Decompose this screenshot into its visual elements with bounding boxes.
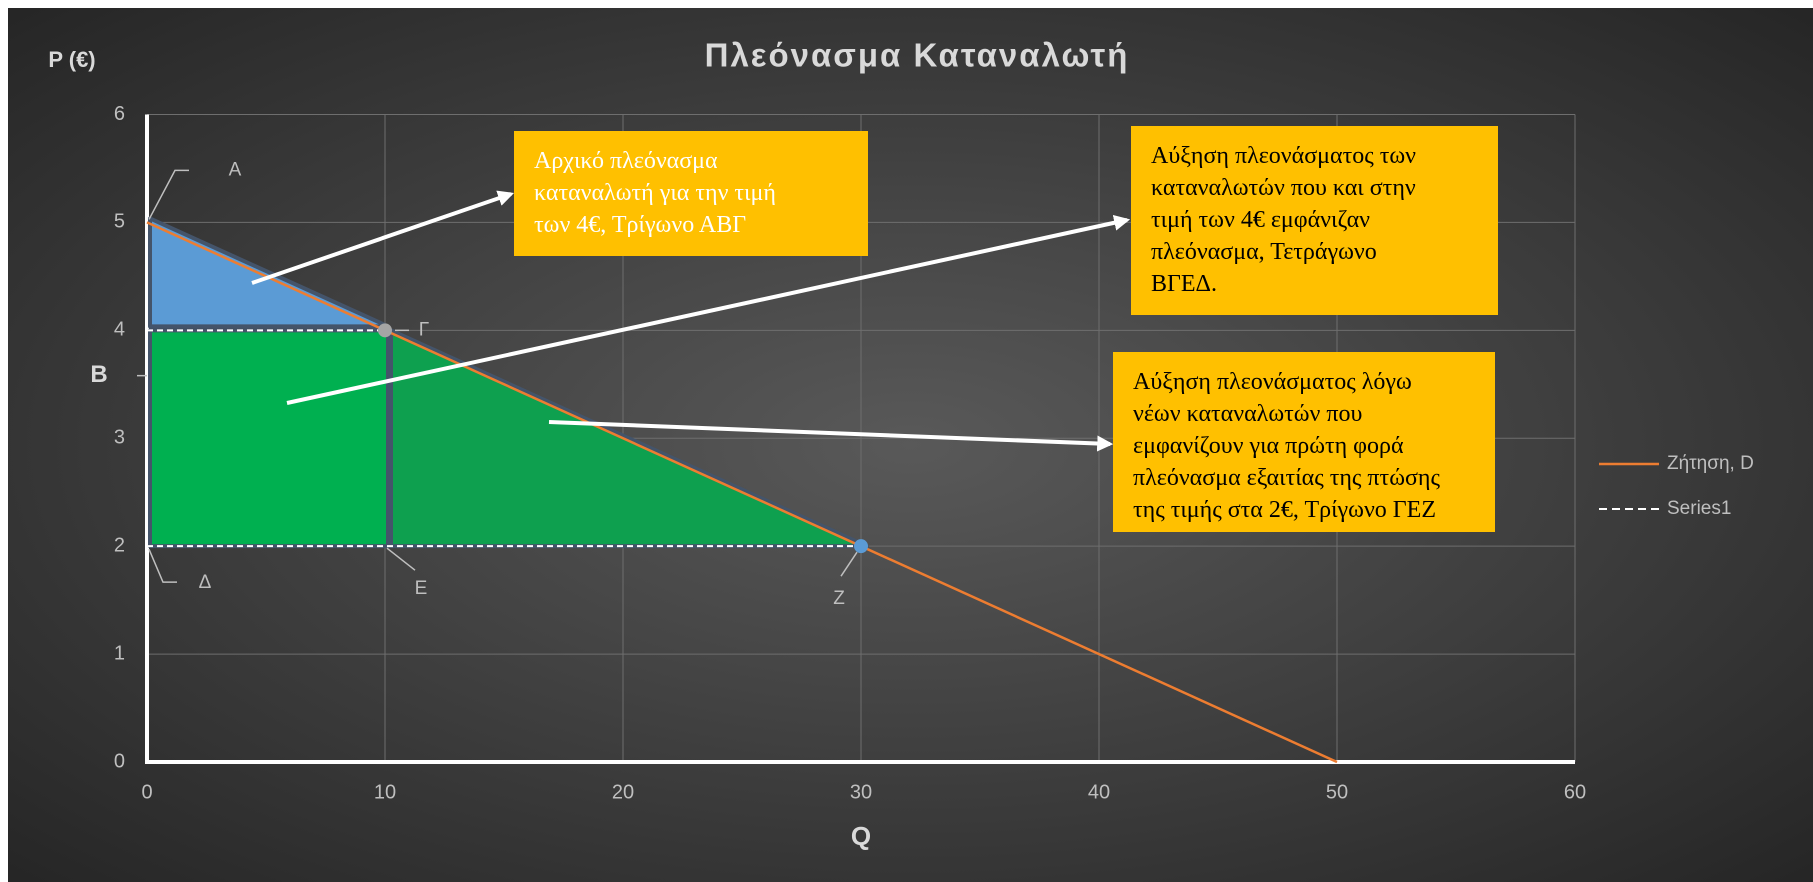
annotation-box — [514, 131, 868, 256]
arrow — [286, 214, 1131, 405]
annotation-text: πλεόνασμα, Τετράγωνο — [1151, 239, 1377, 265]
y-tick-label: 3 — [114, 427, 125, 449]
point-label: Δ — [199, 572, 212, 593]
annotation-text: Αύξηση πλεονάσματος λόγω — [1133, 369, 1412, 395]
arrow — [548, 420, 1114, 452]
lines — [146, 221, 1338, 764]
chart-title: Πλεόνασμα Καταναλωτή — [705, 37, 1130, 74]
x-tick-label: 60 — [1564, 781, 1586, 803]
x-tick-label: 40 — [1088, 781, 1110, 803]
leader-line — [148, 169, 189, 220]
x-tick-label: 20 — [612, 781, 634, 803]
y-tick-label: 6 — [114, 103, 125, 125]
y-axis-label: P (€) — [48, 47, 95, 72]
point-label: Γ — [419, 319, 429, 340]
series-line — [147, 329, 861, 548]
y-tick-label: 2 — [114, 534, 125, 556]
annotation-text: καταναλωτή για την τιμή — [534, 180, 776, 206]
x-tick-label: 0 — [141, 781, 152, 803]
y-tick-label: 4 — [114, 319, 125, 341]
point-label: Ζ — [833, 588, 845, 609]
annotation-text: πλεόνασμα εξαιτίας της πτώσης — [1133, 465, 1440, 491]
point-marker — [854, 539, 868, 554]
annotation-text: των 4€, Τρίγωνο ΑΒΓ — [534, 212, 746, 238]
annotation-text: καταναλωτών που και στην — [1151, 175, 1416, 201]
y-tick-label: 0 — [114, 750, 125, 772]
point-label: Α — [229, 159, 242, 180]
point-label: Ε — [415, 578, 428, 599]
leader-line — [386, 547, 416, 571]
y-tick-label: 1 — [114, 642, 125, 664]
annotation-text: της τιμής στα 2€, Τρίγωνο ΓΕΖ — [1133, 497, 1436, 523]
x-axis-label: Q — [851, 821, 871, 851]
x-tick-label: 50 — [1326, 781, 1348, 803]
series-line — [146, 221, 1338, 764]
leader-line — [148, 548, 177, 583]
legend-label: Series1 — [1667, 498, 1731, 519]
annotation-text: τιμή των 4€ εμφάνιζαν — [1151, 207, 1370, 233]
y-tick-label: 5 — [114, 211, 125, 233]
annotation-text: Αρχικό πλεόνασμα — [534, 148, 718, 174]
overlay: Α Β Γ Δ Ε Ζ Αρχικό πλεόνασμα καταναλωτή για την… — [90, 126, 1754, 609]
annotation-text: ΒΓΕΔ. — [1151, 271, 1217, 297]
annotation-text: εμφανίζουν για πρώτη φορά — [1133, 433, 1404, 459]
legend-label: Ζήτηση, D — [1667, 453, 1754, 474]
point-label: Β — [90, 361, 107, 388]
annotation-text: νέων καταναλωτών που — [1133, 401, 1362, 427]
x-tick-label: 10 — [374, 781, 396, 803]
regions — [148, 216, 869, 549]
annotation-box — [1113, 352, 1495, 532]
x-tick-label: 30 — [850, 781, 872, 803]
arrow — [251, 190, 515, 285]
annotation-text: Αύξηση πλεονάσματος των — [1151, 143, 1416, 169]
point-marker — [378, 323, 392, 338]
surplus-region — [148, 328, 390, 549]
surplus-region — [148, 216, 390, 329]
annotation-box — [1131, 126, 1498, 315]
leader-line — [840, 551, 858, 577]
